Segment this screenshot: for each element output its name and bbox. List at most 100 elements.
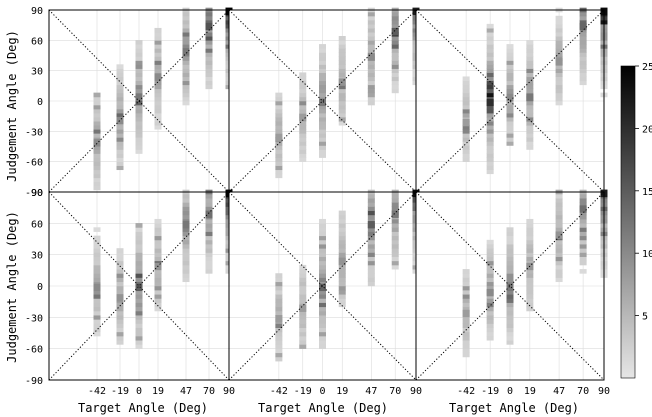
heat-cell [506,306,514,312]
heat-cell [319,116,326,122]
heat-cell [462,340,470,345]
heat-cell [93,289,101,295]
heat-cell [391,40,399,45]
heat-cell [462,76,470,82]
heat-cell [338,104,346,110]
heat-cell [367,239,375,245]
heat-cell [93,92,101,98]
heat-cell [338,277,346,283]
heat-cell [299,298,307,303]
heat-cell [135,289,143,295]
heat-cell [462,96,470,102]
heat-cell [506,231,514,237]
heat-cell [555,206,563,212]
heat-cell [319,218,326,224]
heat-cell [367,100,375,106]
heat-cell [506,327,514,333]
heat-cell [182,206,190,212]
heat-cell [93,96,101,102]
heat-cell [205,198,213,203]
heat-cell [506,88,514,94]
heat-cell [486,92,494,98]
heat-cell [299,269,307,274]
heat-cell [367,256,375,262]
peak-cell [275,134,283,142]
heat-cell [205,269,213,274]
heat-cell [93,185,101,191]
heat-cell [338,235,346,241]
heat-cell [555,218,563,224]
heat-cell [367,281,375,287]
heat-cell [579,48,587,53]
heat-cell [462,80,470,86]
heat-cell [182,198,190,203]
heat-cell [93,133,101,138]
heat-cell [555,256,563,262]
heat-cell [116,264,124,270]
heat-cell [116,80,124,86]
heat-cell [506,235,514,241]
heat-cell [93,235,101,241]
heat-cell [486,80,494,86]
peak-cell [367,221,375,229]
heat-cell [93,302,101,308]
heat-cell [299,323,307,328]
heat-cell [506,256,514,262]
heat-cell [319,68,326,73]
x-tick-label: 19 [524,386,536,397]
heat-cell [275,145,283,150]
heat-cell [319,310,326,316]
heat-cell [486,27,494,33]
heat-cell [319,315,326,320]
heat-cell [555,44,563,49]
heat-cell [135,100,143,106]
x-tick-label: 70 [203,386,215,397]
heat-cell [486,260,494,266]
heat-cell [338,289,346,295]
heat-cell [367,235,375,241]
heat-cell [154,104,162,110]
heat-cell [579,248,587,253]
heat-cell [319,331,326,337]
heat-cell [154,112,162,118]
heat-cell [391,56,399,61]
heat-cell [486,129,494,134]
peak-cell [506,283,514,292]
heat-cell [555,273,563,278]
heat-cell [486,60,494,65]
heat-cell [154,235,162,241]
heat-cell [93,331,101,337]
y-tick-label: 90 [31,188,43,199]
heat-cell [205,48,213,53]
heat-cell [526,56,534,61]
heat-cell [135,120,143,126]
heat-cell [319,92,326,98]
heat-cell [182,76,190,82]
heat-cell [526,52,534,57]
x-tick-label: 90 [410,386,422,397]
colorbar-tick-label: 25 [642,62,652,73]
heat-cell [319,129,326,134]
heat-cell [526,72,534,78]
heat-cell [205,248,213,253]
heat-cell [506,335,514,341]
heat-cell [367,231,375,237]
heat-cell [367,23,375,29]
heat-cell [93,161,101,166]
heat-cell [526,269,534,274]
heat-cell [391,84,399,90]
heat-cell [462,294,470,299]
heat-cell [135,331,143,337]
heat-cell [205,31,213,37]
heat-cell [462,84,470,90]
heat-cell [275,169,283,175]
heat-cell [319,52,326,57]
reference-line [228,191,417,381]
heat-cell [506,323,514,328]
heat-cell [275,281,283,287]
heat-cell [182,256,190,262]
peak-cell [135,93,143,102]
x-axis-label-col2: Target Angle (Deg) [258,401,388,415]
heat-cell [116,100,124,106]
heat-cell [526,124,534,130]
